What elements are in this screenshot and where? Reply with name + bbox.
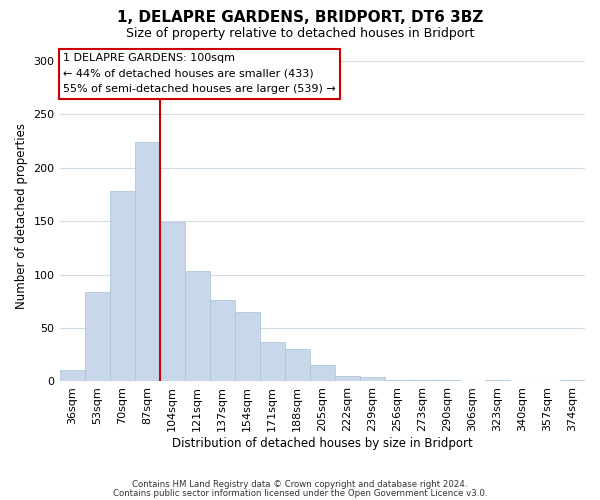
Bar bbox=[85, 292, 110, 382]
Bar bbox=[385, 380, 410, 382]
Bar bbox=[285, 350, 310, 382]
Text: Contains public sector information licensed under the Open Government Licence v3: Contains public sector information licen… bbox=[113, 488, 487, 498]
Bar bbox=[235, 312, 260, 382]
Bar bbox=[209, 300, 235, 382]
Bar bbox=[134, 142, 160, 382]
Bar bbox=[310, 366, 335, 382]
Text: Size of property relative to detached houses in Bridport: Size of property relative to detached ho… bbox=[126, 28, 474, 40]
Text: 1 DELAPRE GARDENS: 100sqm
← 44% of detached houses are smaller (433)
55% of semi: 1 DELAPRE GARDENS: 100sqm ← 44% of detac… bbox=[63, 53, 336, 94]
Text: Contains HM Land Registry data © Crown copyright and database right 2024.: Contains HM Land Registry data © Crown c… bbox=[132, 480, 468, 489]
Bar bbox=[360, 377, 385, 382]
Bar bbox=[185, 272, 209, 382]
Bar bbox=[160, 222, 185, 382]
Bar bbox=[110, 191, 134, 382]
X-axis label: Distribution of detached houses by size in Bridport: Distribution of detached houses by size … bbox=[172, 437, 473, 450]
Y-axis label: Number of detached properties: Number of detached properties bbox=[15, 122, 28, 308]
Text: 1, DELAPRE GARDENS, BRIDPORT, DT6 3BZ: 1, DELAPRE GARDENS, BRIDPORT, DT6 3BZ bbox=[117, 10, 483, 25]
Bar bbox=[59, 370, 85, 382]
Bar bbox=[335, 376, 360, 382]
Bar bbox=[410, 380, 435, 382]
Bar bbox=[485, 380, 510, 382]
Bar bbox=[260, 342, 285, 382]
Bar bbox=[560, 380, 585, 382]
Bar bbox=[435, 380, 460, 382]
